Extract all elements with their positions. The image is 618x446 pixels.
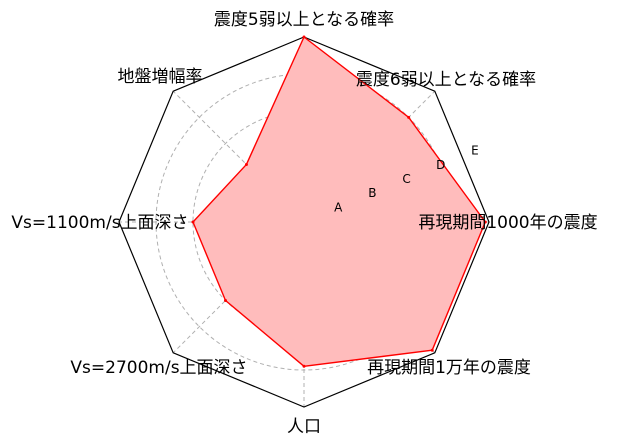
data-point [483,220,487,224]
ring-label: C [402,172,410,186]
data-layer [191,35,487,368]
data-point [191,220,195,224]
axis-label: 震度6弱以上となる確率 [356,70,536,90]
ring-label: E [471,144,479,158]
axis-label: 地盤増幅率 [118,67,203,87]
axis-label: 人口 [287,417,321,437]
data-point [407,115,411,119]
ring-label: B [368,186,376,200]
axis-label: 震度5弱以上となる確率 [214,10,394,30]
ring-label: D [436,158,445,172]
data-point [244,162,248,166]
label-layer: A B C D E 震度5弱以上となる確率震度6弱以上となる確率再現期間1000年の震度再… [11,10,597,437]
radar-frame [118,36,490,408]
data-point [224,298,228,302]
axis-label: 再現期間1万年の震度 [367,358,531,378]
axis-label: 再現期間1000年の震度 [418,213,597,233]
data-point [302,35,306,39]
ring-label: A [334,200,343,214]
data-point [302,364,306,368]
axis-label: Vs=1100m/s上面深さ [11,213,188,233]
data-point [430,348,434,352]
axis-label: Vs=2700m/s上面深さ [70,358,247,378]
